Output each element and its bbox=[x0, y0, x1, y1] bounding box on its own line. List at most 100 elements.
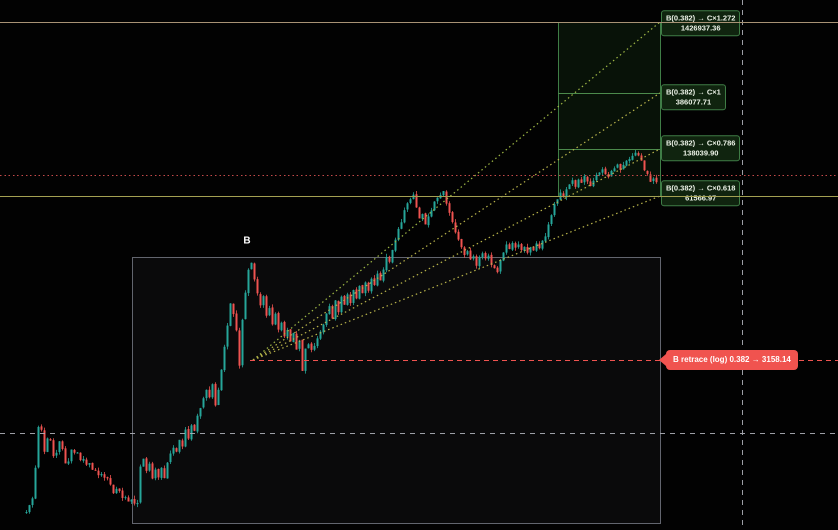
fib-fan-line[interactable] bbox=[252, 195, 661, 361]
candle bbox=[655, 174, 658, 184]
candle bbox=[595, 172, 598, 182]
candle bbox=[472, 254, 475, 261]
candle-body bbox=[205, 389, 208, 399]
candle bbox=[247, 268, 250, 296]
candle-body bbox=[253, 263, 256, 280]
candle-body bbox=[190, 425, 193, 440]
candle bbox=[361, 284, 364, 294]
candle bbox=[586, 175, 589, 185]
fib-extension-value: 386077.71 bbox=[675, 97, 712, 106]
candle-body bbox=[187, 429, 190, 439]
candle-body bbox=[583, 176, 586, 183]
candle-body bbox=[472, 256, 475, 259]
candle-body bbox=[181, 440, 184, 447]
candle bbox=[571, 177, 574, 186]
candle-body bbox=[322, 324, 325, 333]
candle bbox=[391, 249, 394, 264]
candle-body bbox=[202, 398, 205, 408]
candle-body bbox=[385, 257, 388, 271]
candle bbox=[520, 242, 523, 252]
candle bbox=[211, 383, 214, 399]
candle-body bbox=[268, 308, 271, 316]
candle-body bbox=[88, 463, 91, 465]
candle bbox=[142, 458, 145, 467]
fib-fan-line[interactable] bbox=[252, 92, 661, 361]
candle bbox=[364, 281, 367, 297]
candle-body bbox=[601, 169, 604, 173]
candle-body bbox=[439, 194, 442, 199]
fib-projection-box[interactable] bbox=[558, 22, 661, 197]
candle bbox=[475, 254, 478, 269]
candle bbox=[511, 241, 514, 251]
candle bbox=[565, 187, 568, 201]
candle-body bbox=[334, 300, 337, 320]
candle bbox=[466, 249, 469, 256]
candle-body bbox=[499, 260, 502, 272]
retrace-price-label[interactable]: B retrace (log) 0.382 → 3158.14 bbox=[666, 350, 798, 370]
candle-body bbox=[43, 430, 46, 452]
fib-extension-label-0-618[interactable]: B(0.382) → C×0.618 61566.97 bbox=[661, 180, 741, 206]
candle bbox=[310, 342, 313, 353]
candle bbox=[358, 285, 361, 300]
candle-body bbox=[649, 174, 652, 182]
candle-body bbox=[277, 313, 280, 330]
candle-body bbox=[169, 453, 172, 463]
candle bbox=[340, 295, 343, 314]
candle-body bbox=[610, 170, 613, 177]
candle bbox=[619, 163, 622, 173]
candle bbox=[295, 331, 298, 350]
candle-body bbox=[217, 389, 220, 406]
candle-body bbox=[49, 439, 52, 441]
candle-body bbox=[370, 278, 373, 292]
candle bbox=[601, 167, 604, 176]
fib-extension-label-0-786[interactable]: B(0.382) → C×0.786 138039.90 bbox=[661, 135, 741, 161]
candle bbox=[325, 313, 328, 327]
candle bbox=[367, 281, 370, 293]
candle bbox=[193, 424, 196, 432]
candle-body bbox=[247, 269, 250, 294]
candle bbox=[304, 348, 307, 374]
candle-body bbox=[127, 497, 130, 502]
candle-body bbox=[619, 163, 622, 170]
b-point-marker[interactable]: B bbox=[243, 235, 251, 247]
candle bbox=[538, 241, 541, 250]
candle-body bbox=[517, 244, 520, 248]
candle-body bbox=[166, 462, 169, 479]
fib-extension-label-1-272[interactable]: B(0.382) → C×1.272 1426937.36 bbox=[661, 10, 741, 36]
candle-body bbox=[427, 216, 430, 226]
candle bbox=[172, 445, 175, 456]
candle-body bbox=[271, 307, 274, 325]
candle bbox=[550, 214, 553, 227]
candle-body bbox=[208, 389, 211, 398]
candle bbox=[643, 160, 646, 172]
candle bbox=[181, 438, 184, 450]
candle bbox=[220, 369, 223, 391]
candle-body bbox=[577, 179, 580, 188]
candle-body bbox=[46, 438, 49, 452]
candle-body bbox=[382, 269, 385, 281]
candle bbox=[118, 488, 121, 493]
candle bbox=[244, 290, 247, 320]
range-box[interactable] bbox=[132, 257, 661, 524]
candle bbox=[160, 467, 163, 480]
candle-body bbox=[310, 343, 313, 350]
candle-body bbox=[436, 197, 439, 202]
candle bbox=[517, 241, 520, 249]
candle bbox=[76, 451, 79, 454]
candle bbox=[55, 449, 58, 459]
candle-body bbox=[376, 273, 379, 286]
candle-body bbox=[418, 207, 421, 219]
candle-body bbox=[289, 329, 292, 342]
candle-body bbox=[421, 214, 424, 219]
candle bbox=[574, 179, 577, 189]
candle-body bbox=[301, 339, 304, 371]
candle bbox=[430, 207, 433, 218]
candle-body bbox=[145, 458, 148, 471]
candle-body bbox=[94, 469, 97, 471]
fib-extension-label-1-0[interactable]: B(0.382) → C×1 386077.71 bbox=[661, 84, 726, 110]
candle-body bbox=[37, 426, 40, 468]
candle bbox=[613, 166, 616, 172]
fib-extension-title: B(0.382) → C×1 bbox=[666, 87, 721, 97]
candle bbox=[370, 277, 373, 294]
